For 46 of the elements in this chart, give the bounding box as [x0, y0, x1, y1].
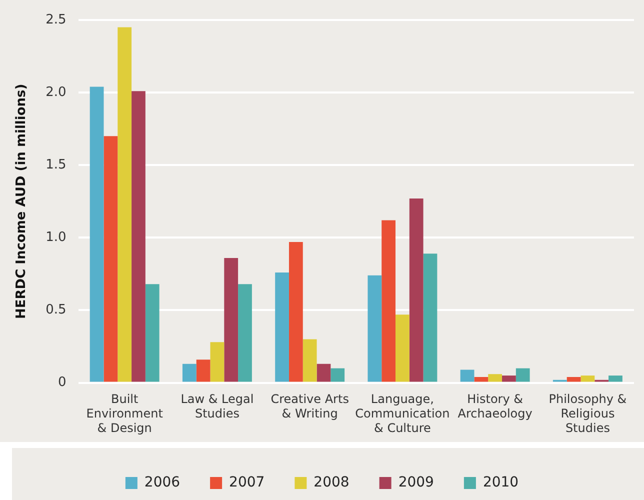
- bar: [196, 360, 210, 382]
- bar: [488, 374, 502, 382]
- x-tick-label: Built Environment & Design: [86, 392, 164, 435]
- bar: [182, 364, 196, 382]
- bar: [90, 86, 104, 382]
- bar: [396, 314, 410, 382]
- y-axis-title: HERDC Income AUD (in millions): [14, 84, 30, 319]
- x-tick-label: Language, Communication & Culture: [355, 392, 450, 435]
- y-tick-label: 0: [58, 375, 66, 390]
- bar: [580, 376, 595, 382]
- x-tick-label: Creative Arts & Writing: [270, 392, 349, 421]
- y-tick-label: 2.5: [46, 12, 66, 28]
- legend-label: 2009: [398, 474, 434, 491]
- bar: [275, 272, 289, 382]
- bar: [224, 258, 238, 382]
- bar: [288, 242, 303, 382]
- bar: [118, 27, 132, 382]
- bar: [608, 376, 622, 382]
- bar: [460, 370, 474, 382]
- bar: [502, 376, 516, 382]
- bar: [132, 91, 146, 382]
- legend-label: 2007: [229, 474, 265, 491]
- bar: [382, 220, 396, 382]
- y-tick-label: 0.5: [46, 302, 66, 318]
- y-tick-label: 1.5: [46, 157, 66, 172]
- legend-label: 2010: [482, 474, 519, 491]
- bar: [566, 376, 581, 382]
- legend-label: 2006: [144, 474, 180, 491]
- bar: [145, 284, 160, 382]
- x-tick-label: History & Archaeology: [458, 392, 532, 421]
- bar: [330, 368, 345, 382]
- bar: [302, 339, 317, 382]
- y-tick-label: 2.0: [46, 84, 66, 100]
- bar: [368, 275, 382, 382]
- bar: [423, 254, 438, 382]
- legend-label: 2008: [314, 474, 350, 491]
- x-tick-label: Law & Legal Studies: [180, 392, 254, 421]
- x-tick-label: Philosophy & Religious Studies: [548, 392, 627, 435]
- bar: [210, 342, 224, 382]
- y-tick-label: 1.0: [46, 230, 66, 246]
- bar: [474, 376, 488, 382]
- bar: [316, 364, 331, 382]
- bar: [238, 284, 252, 382]
- bar: [104, 136, 118, 382]
- bar: [516, 368, 530, 382]
- bar: [409, 198, 424, 382]
